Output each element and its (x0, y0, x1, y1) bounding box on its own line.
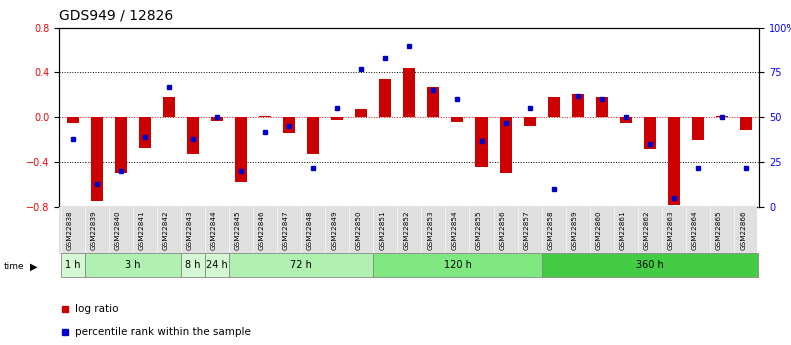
Text: GSM22841: GSM22841 (138, 211, 145, 250)
Bar (500, 117, 512, 173)
Text: GSM22862: GSM22862 (644, 211, 650, 250)
Bar (475, 117, 487, 167)
Text: GSM22853: GSM22853 (427, 211, 433, 250)
Text: GSM22860: GSM22860 (596, 211, 602, 250)
Bar (644, 117, 656, 149)
Bar (355, 109, 367, 117)
Bar (716, 116, 728, 117)
Bar (211, 117, 223, 121)
Text: percentile rank within the sample: percentile rank within the sample (74, 327, 251, 337)
Text: ▶: ▶ (30, 262, 37, 271)
Bar (259, 116, 271, 117)
Text: GSM22859: GSM22859 (572, 211, 577, 250)
Text: GSM22840: GSM22840 (115, 211, 121, 250)
Bar (524, 117, 536, 126)
Text: 3 h: 3 h (125, 260, 141, 270)
Text: GSM22851: GSM22851 (380, 211, 385, 250)
Bar (85, 253, 181, 277)
Bar (668, 117, 680, 205)
Text: 360 h: 360 h (636, 260, 664, 270)
Bar (572, 94, 584, 117)
Text: GSM22839: GSM22839 (91, 211, 97, 250)
Text: log ratio: log ratio (74, 304, 118, 314)
Text: GSM22857: GSM22857 (524, 211, 530, 250)
Bar (427, 87, 440, 117)
Text: 72 h: 72 h (290, 260, 312, 270)
Bar (66, 117, 78, 123)
Text: GSM22864: GSM22864 (692, 211, 698, 250)
Text: GSM22855: GSM22855 (475, 211, 482, 250)
Text: GSM22838: GSM22838 (66, 211, 73, 250)
Text: GSM22865: GSM22865 (716, 211, 722, 250)
Bar (620, 117, 632, 123)
Text: GSM22848: GSM22848 (307, 211, 313, 250)
Text: GSM22845: GSM22845 (235, 211, 241, 250)
Text: GSM22843: GSM22843 (187, 211, 193, 250)
Bar (307, 117, 319, 154)
Bar (181, 253, 205, 277)
Text: GSM22846: GSM22846 (259, 211, 265, 250)
Bar (331, 117, 343, 119)
Bar (229, 253, 373, 277)
Text: 24 h: 24 h (206, 260, 228, 270)
Text: GSM22854: GSM22854 (452, 211, 457, 250)
Text: GSM22858: GSM22858 (547, 211, 554, 250)
Text: GSM22861: GSM22861 (620, 211, 626, 250)
Bar (542, 253, 758, 277)
Bar (452, 117, 464, 122)
Bar (115, 117, 127, 173)
Text: GSM22866: GSM22866 (740, 211, 746, 250)
Text: 120 h: 120 h (444, 260, 471, 270)
Text: GSM22847: GSM22847 (283, 211, 289, 250)
Bar (547, 97, 560, 117)
Bar (205, 253, 229, 277)
Text: 8 h: 8 h (185, 260, 201, 270)
Text: GSM22842: GSM22842 (163, 211, 168, 250)
Text: GSM22856: GSM22856 (500, 211, 505, 250)
Text: GSM22844: GSM22844 (211, 211, 217, 250)
Bar (91, 117, 103, 201)
Bar (379, 79, 392, 117)
Bar (163, 97, 175, 117)
Bar (283, 117, 295, 133)
Text: GSM22849: GSM22849 (331, 211, 337, 250)
Text: GDS949 / 12826: GDS949 / 12826 (59, 8, 173, 22)
Bar (373, 253, 542, 277)
Bar (138, 117, 151, 148)
Bar (187, 117, 199, 154)
Bar (235, 117, 247, 182)
Text: GSM22863: GSM22863 (668, 211, 674, 250)
Bar (596, 97, 607, 117)
Bar (740, 117, 752, 130)
Text: 1 h: 1 h (65, 260, 81, 270)
Text: time: time (4, 262, 25, 271)
Bar (403, 68, 415, 117)
Bar (692, 117, 704, 140)
Text: GSM22850: GSM22850 (355, 211, 361, 250)
Bar (61, 253, 85, 277)
Text: GSM22852: GSM22852 (403, 211, 410, 250)
